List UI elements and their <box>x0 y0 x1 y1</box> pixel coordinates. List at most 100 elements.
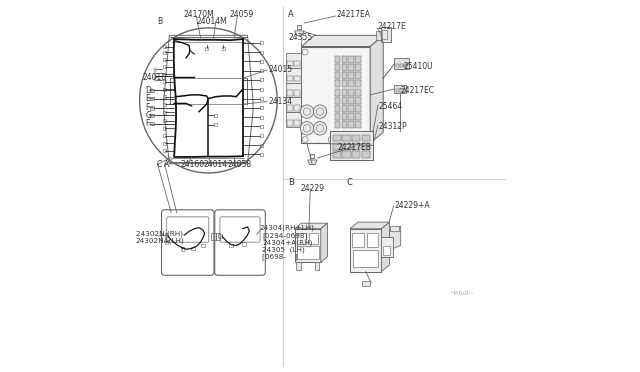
Bar <box>163 149 166 152</box>
Bar <box>151 107 153 109</box>
Bar <box>362 143 370 150</box>
Bar <box>342 97 347 104</box>
Bar <box>394 58 408 69</box>
Bar <box>260 41 262 44</box>
Bar <box>163 80 166 83</box>
Bar <box>163 58 166 61</box>
Polygon shape <box>349 222 390 229</box>
Bar <box>335 121 340 128</box>
Bar <box>335 89 340 96</box>
Bar <box>353 250 378 267</box>
Bar <box>260 78 262 81</box>
Bar <box>287 105 293 111</box>
Bar <box>163 95 166 98</box>
Bar <box>286 83 301 97</box>
Bar <box>381 237 392 257</box>
Bar <box>394 85 406 93</box>
Circle shape <box>300 105 314 118</box>
Bar <box>348 89 354 96</box>
Bar <box>242 242 246 246</box>
Text: 24304(RH+LH): 24304(RH+LH) <box>260 225 315 231</box>
Text: 24014: 24014 <box>204 160 228 169</box>
Bar <box>330 131 373 160</box>
Bar <box>390 226 399 231</box>
Bar <box>260 106 262 109</box>
Text: 24010: 24010 <box>142 73 166 81</box>
Bar <box>342 143 351 150</box>
Text: 24302N (RH): 24302N (RH) <box>136 230 183 237</box>
Text: B: B <box>289 178 294 187</box>
Bar <box>355 121 360 128</box>
Bar <box>163 51 166 54</box>
Bar <box>294 90 300 96</box>
Text: ^P·0⁎0···: ^P·0⁎0··· <box>449 291 474 296</box>
Text: 25410U: 25410U <box>404 62 433 71</box>
Bar <box>400 64 403 67</box>
Bar <box>163 73 166 76</box>
Bar <box>301 46 370 143</box>
Bar <box>333 135 341 141</box>
Bar <box>211 233 216 240</box>
Bar <box>362 135 370 141</box>
Bar <box>352 233 364 247</box>
Bar <box>355 113 360 120</box>
Bar <box>355 64 360 71</box>
Polygon shape <box>310 154 314 158</box>
Bar <box>342 80 347 87</box>
Bar <box>201 244 205 247</box>
Bar <box>164 233 168 237</box>
Text: D: D <box>145 86 151 94</box>
Bar <box>342 72 347 79</box>
Bar <box>214 114 217 117</box>
Bar <box>222 47 225 50</box>
Circle shape <box>314 105 326 118</box>
Bar <box>150 97 154 100</box>
Polygon shape <box>301 35 383 46</box>
Bar <box>335 105 340 112</box>
Bar <box>163 119 166 122</box>
Text: 24229+A: 24229+A <box>394 201 430 210</box>
Polygon shape <box>294 223 328 229</box>
Bar <box>352 143 360 150</box>
Text: F: F <box>145 103 150 112</box>
Bar <box>150 122 154 125</box>
Bar <box>352 135 360 141</box>
Bar <box>191 247 195 250</box>
Bar <box>342 89 347 96</box>
Bar <box>151 123 153 125</box>
Bar <box>401 89 404 92</box>
Bar <box>154 79 156 81</box>
Bar <box>297 246 319 259</box>
Bar <box>333 151 341 158</box>
Bar <box>335 113 340 120</box>
Bar <box>342 56 347 63</box>
Bar <box>163 134 166 137</box>
Bar <box>404 64 407 67</box>
Text: [0698-    ]: [0698- ] <box>262 254 298 260</box>
Bar <box>381 27 391 42</box>
Bar <box>309 232 318 244</box>
Bar <box>294 76 300 81</box>
Bar <box>163 142 166 145</box>
Polygon shape <box>376 31 381 40</box>
Bar <box>348 113 354 120</box>
Bar <box>396 89 399 92</box>
Circle shape <box>314 122 326 135</box>
Bar <box>355 105 360 112</box>
Text: 24217E: 24217E <box>378 22 406 31</box>
Bar <box>348 97 354 104</box>
Bar <box>286 112 301 127</box>
Bar <box>260 116 262 119</box>
Polygon shape <box>390 226 401 250</box>
Text: A: A <box>164 160 169 169</box>
Bar <box>260 51 262 54</box>
Bar <box>260 97 262 100</box>
Bar <box>296 262 301 270</box>
Bar <box>335 64 340 71</box>
Bar <box>150 89 154 92</box>
Bar <box>205 47 208 50</box>
Text: [0294-0698]: [0294-0698] <box>262 232 308 239</box>
Bar <box>342 135 351 141</box>
Bar <box>151 89 153 92</box>
Polygon shape <box>321 223 328 262</box>
